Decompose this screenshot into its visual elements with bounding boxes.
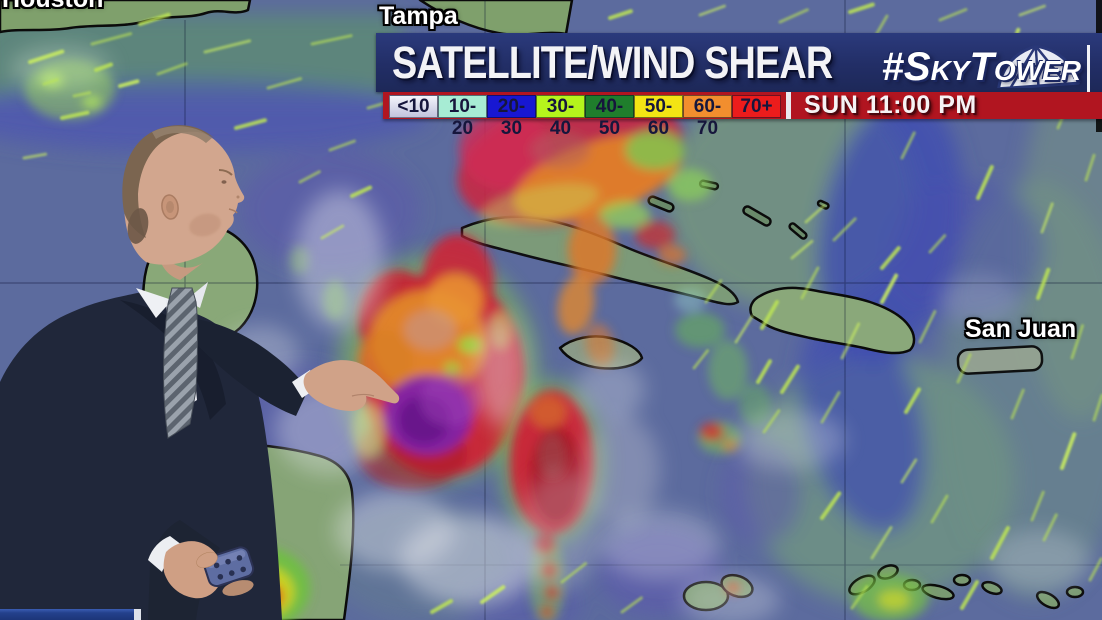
shirt-collar: [136, 288, 172, 318]
presenter-tie: [163, 287, 198, 439]
nostril: [236, 195, 240, 199]
presenter-arm: [186, 318, 308, 416]
legend-item: 20-30: [487, 94, 536, 139]
legend-item: <10: [389, 94, 438, 118]
legend-item: 10-20: [438, 94, 487, 139]
map-label-tampa: Tampa: [379, 2, 458, 30]
presenter-hand-pointing: [303, 360, 400, 411]
fingers: [222, 580, 254, 596]
presenter: [0, 125, 400, 620]
skytower-brand: #SkyTower: [858, 33, 1098, 95]
map-label-houston: Houston: [2, 0, 103, 14]
land-hispaniola: [749, 286, 916, 355]
thumb: [196, 551, 218, 569]
hair-back: [127, 208, 149, 244]
legend-item: 60-70: [683, 94, 732, 139]
legend-bar: <10 10-20 20-30 30-40 40-50 50-60 60-70 70+ SUN …: [383, 91, 1102, 139]
land-puerto-rico: [956, 345, 1044, 375]
presenter-hair: [122, 125, 218, 238]
cloud-wisps: [10, 46, 1090, 620]
wind-streaks: [22, 2, 1102, 614]
hair-top: [152, 126, 212, 143]
header-bar: SATELLITE/WIND SHEAR #SkyTower: [376, 33, 1102, 95]
skytower-dome-icon: [997, 44, 1080, 88]
eyebrow: [218, 169, 233, 176]
legend-timestamp-divider: [786, 92, 791, 119]
lower-third-banner: [0, 609, 134, 620]
finger-line: [351, 393, 375, 397]
eye: [221, 180, 227, 184]
legend-item: 30-40: [536, 94, 585, 139]
presenter-neck: [158, 252, 204, 280]
lower-third-divider: [134, 609, 141, 620]
page-title: SATELLITE/WIND SHEAR: [392, 37, 833, 88]
legend-item: 40-50: [585, 94, 634, 139]
map-label-san-juan: San Juan: [965, 315, 1077, 343]
legend-item: 70+: [732, 94, 781, 118]
ear-inner: [166, 201, 174, 213]
mouth: [228, 208, 238, 214]
skytower-brand-text: #SkyTower: [877, 45, 1090, 95]
legend-item: 50-60: [634, 94, 683, 139]
storm-florida-straits: [457, 93, 712, 367]
cheek-shade: [189, 213, 221, 237]
timestamp: SUN 11:00 PM: [804, 91, 977, 119]
